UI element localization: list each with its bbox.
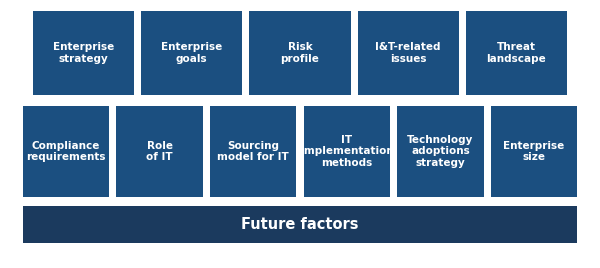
Text: Compliance
requirements: Compliance requirements <box>26 141 106 162</box>
Text: Technology
adoptions
strategy: Technology adoptions strategy <box>407 135 473 168</box>
Text: Enterprise
size: Enterprise size <box>503 141 565 162</box>
Text: Future factors: Future factors <box>241 217 359 232</box>
FancyBboxPatch shape <box>491 106 577 197</box>
FancyBboxPatch shape <box>23 106 109 197</box>
FancyBboxPatch shape <box>210 106 296 197</box>
FancyBboxPatch shape <box>466 11 567 95</box>
Text: Threat
landscape: Threat landscape <box>487 42 547 64</box>
Text: Risk
profile: Risk profile <box>281 42 319 64</box>
FancyBboxPatch shape <box>33 11 134 95</box>
Text: Role
of IT: Role of IT <box>146 141 173 162</box>
Text: Enterprise
strategy: Enterprise strategy <box>53 42 114 64</box>
Text: Sourcing
model for IT: Sourcing model for IT <box>217 141 289 162</box>
Text: Enterprise
goals: Enterprise goals <box>161 42 223 64</box>
FancyBboxPatch shape <box>116 106 203 197</box>
FancyBboxPatch shape <box>358 11 459 95</box>
FancyBboxPatch shape <box>304 106 390 197</box>
Text: I&T-related
issues: I&T-related issues <box>376 42 441 64</box>
Text: IT
Implementation
methods: IT Implementation methods <box>300 135 394 168</box>
FancyBboxPatch shape <box>23 206 577 243</box>
FancyBboxPatch shape <box>250 11 350 95</box>
FancyBboxPatch shape <box>141 11 242 95</box>
FancyBboxPatch shape <box>397 106 484 197</box>
